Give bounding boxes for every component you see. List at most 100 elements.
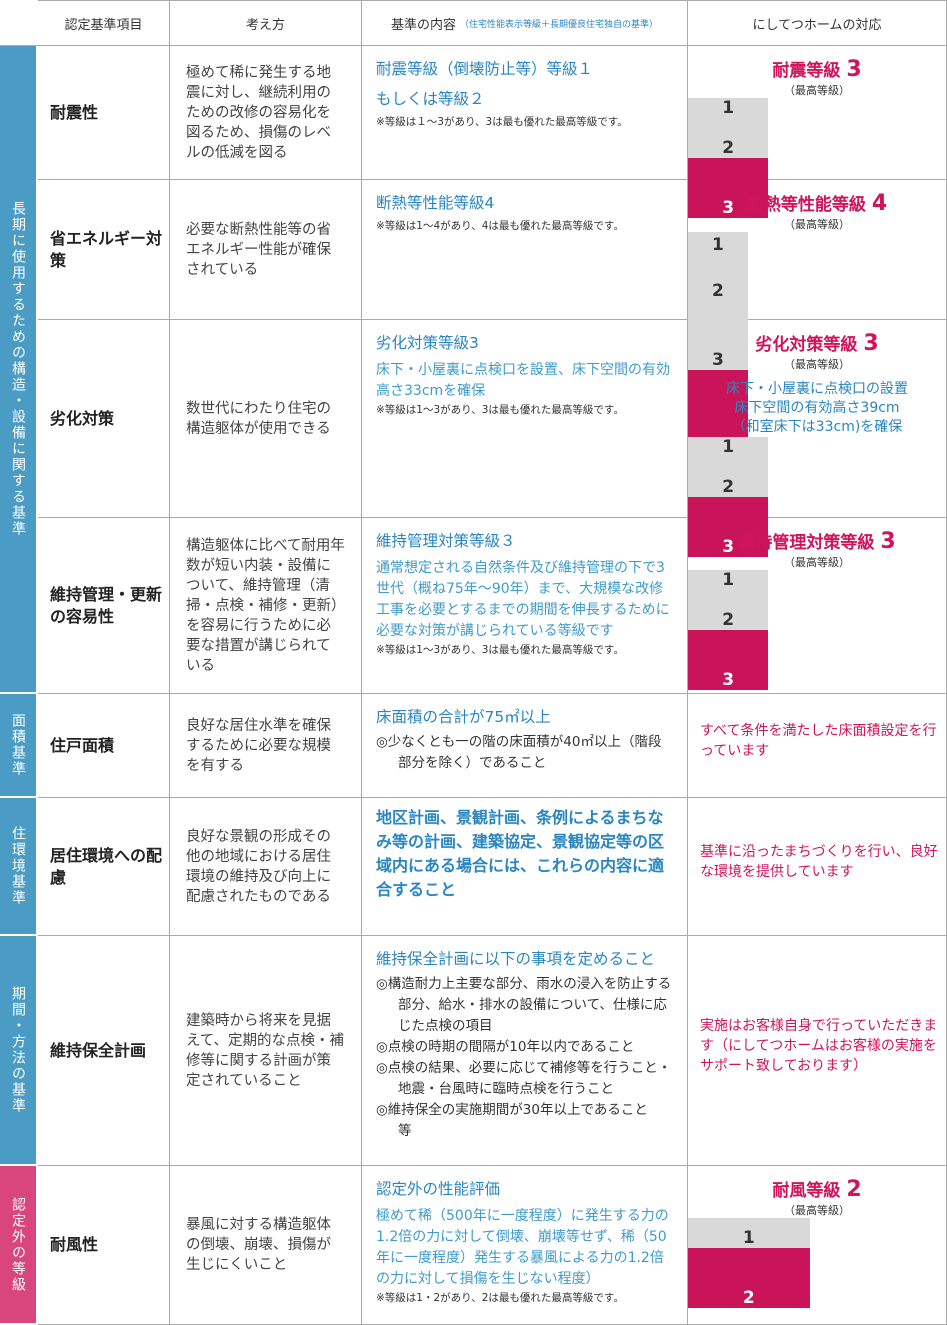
response-title-text: 耐風等級 <box>772 1181 841 1201</box>
idea: 数世代にわたり住宅の構造躯体が使用できる <box>170 320 362 518</box>
criteria-title: 耐震等級（倒壊防止等）等級１ <box>376 60 594 78</box>
response-grade: 3 <box>880 529 896 554</box>
criteria: 床面積の合計が75㎡以上 ◎少なくとも一の階の床面積が40㎡以上（階段部分を除く）… <box>362 694 688 798</box>
criteria-title: 断熱等性能等級4 <box>376 194 495 212</box>
criteria-body: 床下・小屋裏に点検口を設置、床下空間の有効高さ33cmを確保 <box>376 362 670 399</box>
response-grade: 2 <box>846 1177 862 1202</box>
response: 劣化対策等級 3 （最高等級） 床下・小屋裏に点検口の設置 床下空間の有効高さ39cm （… <box>688 320 947 557</box>
idea: 極めて稀に発生する地震に対し、継続利用のための改修の容易化を図るため、損傷のレベ… <box>170 46 362 180</box>
item: 維持保全計画 <box>38 936 170 1166</box>
response-grade: 3 <box>863 331 879 356</box>
response-sub: （最高等級） <box>784 84 850 97</box>
response-text: 基準に沿ったまちづくりを行い、良好な環境を提供しています <box>700 843 938 880</box>
grade-bar: 2 <box>688 1248 810 1308</box>
item: 耐風性 <box>38 1166 170 1325</box>
response-text: すべて条件を満たした床面積設定を行っています <box>700 722 937 759</box>
criteria-note: ※等級は1～3があり、3は最も優れた最高等級です。 <box>376 404 624 416</box>
criteria: 維持管理対策等級３ 通常想定される自然条件及び維持管理の下で3世代（概ね75年～9… <box>362 518 688 694</box>
grade-bar: 3 <box>688 630 769 690</box>
response: 耐震等級 3 （最高等級） 1 2 3 <box>688 46 947 218</box>
criteria-title: 認定外の性能評価 <box>376 1180 501 1198</box>
header-item: 認定基準項目 <box>38 0 170 46</box>
grade-bar: 1 <box>688 98 769 118</box>
response-detail-line: （和室床下は33cm)を確保 <box>731 419 903 435</box>
header-criteria-note: （住宅性能表示等級＋長期優良住宅独自の基準） <box>460 19 659 30</box>
criteria-note: ※等級は1～4があり、4は最も優れた最高等級です。 <box>376 220 624 232</box>
item: 耐震性 <box>38 46 170 180</box>
grade-bar: 3 <box>688 497 769 557</box>
response-grade: 4 <box>871 191 888 216</box>
criteria-title: 地区計画、景観計画、条例によるまちなみ等の計画、建築協定、景観協定等の区域内にあ… <box>376 808 665 899</box>
response-title: 劣化対策等級 3 <box>688 330 946 356</box>
response-title-text: 劣化対策等級 <box>755 335 858 355</box>
grade-bar: 1 <box>688 437 769 457</box>
response-text: 実施はお客様自身で行っていただきます（にしてつホームはお客様の実施をサポート致し… <box>700 1017 938 1074</box>
response-sub: （最高等級） <box>784 1204 850 1217</box>
criteria-title: 維持管理対策等級３ <box>376 532 516 550</box>
grade-bar: 1 <box>688 232 748 255</box>
criteria-title: 劣化対策等級3 <box>376 334 479 352</box>
criteria-title: 維持保全計画に以下の事項を定めること <box>376 950 656 968</box>
idea: 必要な断熱性能等の省エネルギー性能が確保されている <box>170 180 362 320</box>
item: 劣化対策 <box>38 320 170 518</box>
response-sub: （最高等級） <box>784 358 850 371</box>
criteria-title: 床面積の合計が75㎡以上 <box>376 708 551 726</box>
idea: 良好な景観の形成その他の地域における居住環境の維持及び向上に配慮されたものである <box>170 798 362 936</box>
response: 耐風等級 2 （最高等級） 1 2 <box>688 1166 947 1325</box>
grade-bar: 2 <box>688 255 748 301</box>
criteria: 認定外の性能評価 極めて稀（500年に一度程度）に発生する力の1.2倍の力に対して… <box>362 1166 688 1325</box>
response-detail-line: 床下空間の有効高さ39cm <box>734 400 900 416</box>
response: 断熱等性能等級4（最高等級）1234 <box>688 180 947 462</box>
response-grade: 3 <box>846 57 862 82</box>
grade-bar: 1 <box>688 1218 810 1248</box>
header-criteria-title: 基準の内容 <box>390 17 456 33</box>
header-criteria: 基準の内容 （住宅性能表示等級＋長期優良住宅独自の基準） <box>362 0 688 46</box>
response-title: 断熱等性能等級 4 <box>688 190 946 216</box>
response-title-text: 維持管理対策等級 <box>738 533 875 553</box>
response-title: 耐風等級 2 <box>688 1176 946 1202</box>
response-title: 維持管理対策等級 3 <box>688 528 946 554</box>
group-label: 住環境基準 <box>0 798 36 936</box>
criteria-item: ◎少なくとも一の階の床面積が40㎡以上（階段部分を除く）であること <box>376 734 662 771</box>
group-label: 認定外の等級 <box>0 1166 36 1325</box>
grade-bar: 2 <box>688 457 769 497</box>
header-cell <box>0 0 38 46</box>
response-sub: （最高等級） <box>784 218 850 231</box>
response: 維持管理対策等級 3 （最高等級） 1 2 3 <box>688 518 947 694</box>
grade-bar: 3 <box>688 301 748 370</box>
item: 維持管理・更新の容易性 <box>38 518 170 694</box>
criteria: 劣化対策等級3 床下・小屋裏に点検口を設置、床下空間の有効高さ33cmを確保 ※等級… <box>362 320 688 518</box>
response-detail-line: 床下・小屋裏に点検口の設置 <box>726 381 908 397</box>
idea: 良好な居住水準を確保するために必要な規模を有する <box>170 694 362 798</box>
grade-bar: 1 <box>688 570 769 590</box>
response-title-text: 耐震等級 <box>772 61 841 81</box>
header-response: にしてつホームの対応 <box>688 0 947 46</box>
response-title-text: 断熱等性能等級 <box>746 195 866 215</box>
criteria-note: ※等級は1～3があり、3は最も優れた最高等級です。 <box>376 644 624 656</box>
grade-bar: 2 <box>688 118 769 158</box>
idea: 暴風に対する構造躯体の倒壊、崩壊、損傷が生じにくいこと <box>170 1166 362 1325</box>
group-label: 面積基準 <box>0 694 36 798</box>
criteria-body: 通常想定される自然条件及び維持管理の下で3世代（概ね75年～90年）まで、大規模… <box>376 560 670 639</box>
item: 住戸面積 <box>38 694 170 798</box>
group-label: 期間・方法の基準 <box>0 936 36 1166</box>
idea: 建築時から将来を見据えて、定期的な点検・補修等に関する計画が策定されていること <box>170 936 362 1166</box>
criteria-item: ◎点検の結果、必要に応じて補修等を行うこと・地震・台風時に臨時点検を行うこと <box>376 1060 672 1097</box>
response: 実施はお客様自身で行っていただきます（にしてつホームはお客様の実施をサポート致し… <box>688 936 947 1166</box>
idea: 構造躯体に比べて耐用年数が短い内装・設備について、維持管理（清掃・点検・補修・更… <box>170 518 362 694</box>
criteria: 地区計画、景観計画、条例によるまちなみ等の計画、建築協定、景観協定等の区域内にあ… <box>362 798 688 936</box>
criteria-item: ◎維持保全の実施期間が30年以上であること 等 <box>376 1102 662 1139</box>
response-sub: （最高等級） <box>784 556 850 569</box>
criteria: 維持保全計画に以下の事項を定めること ◎構造耐力上主要な部分、雨水の浸入を防止する… <box>362 936 688 1166</box>
header-idea: 考え方 <box>170 0 362 46</box>
grade-bar: 2 <box>688 590 769 630</box>
item: 省エネルギー対策 <box>38 180 170 320</box>
group-label: 長期に使用するための構造・設備に関する基準 <box>0 46 36 694</box>
response-detail: 床下・小屋裏に点検口の設置 床下空間の有効高さ39cm （和室床下は33cm)を確保 <box>688 380 946 437</box>
item: 居住環境への配慮 <box>38 798 170 936</box>
criteria-note: ※等級は1・2があり、2は最も優れた最高等級です。 <box>376 1292 624 1304</box>
grade-bar: 3 <box>688 158 769 218</box>
criteria: 断熱等性能等級4 ※等級は1～4があり、4は最も優れた最高等級です。 <box>362 180 688 320</box>
criteria-item: ◎構造耐力上主要な部分、雨水の浸入を防止する部分、給水・排水の設備について、仕様… <box>376 976 672 1034</box>
